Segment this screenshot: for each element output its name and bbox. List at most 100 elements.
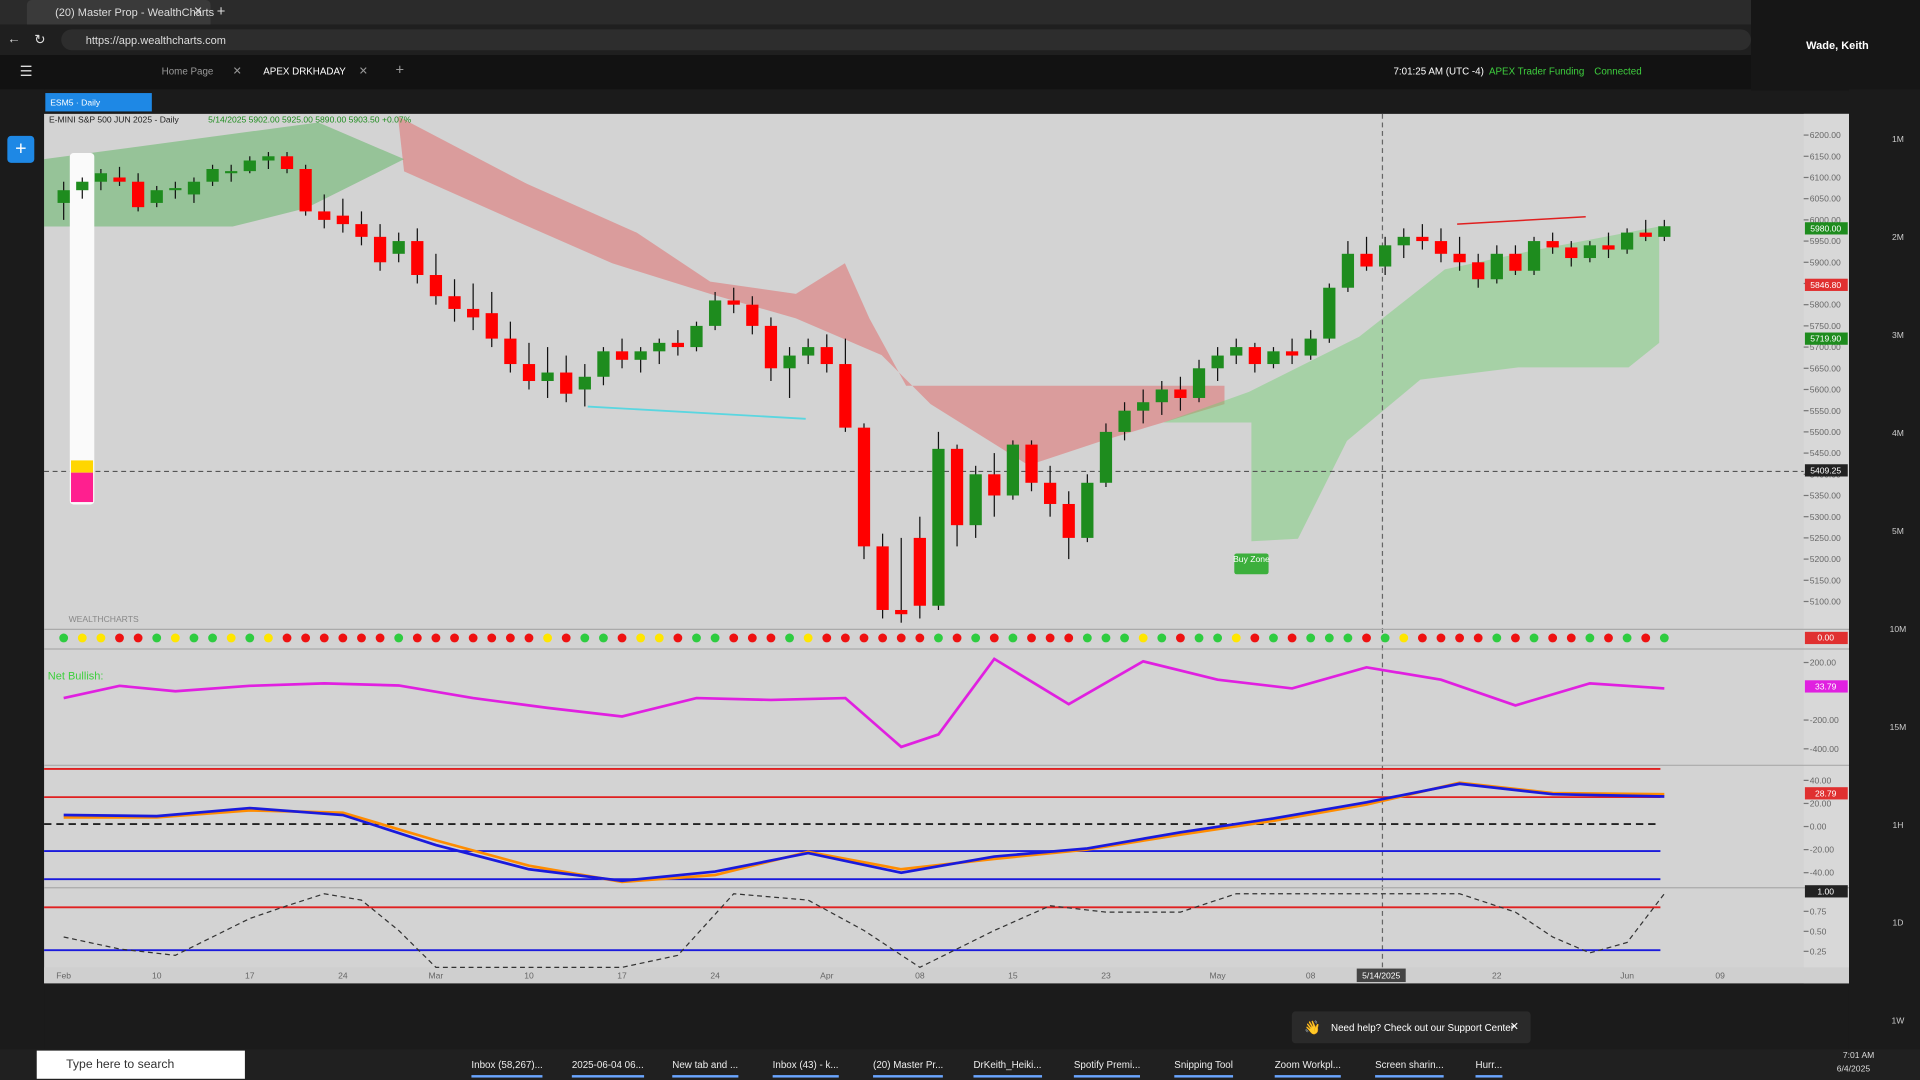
url[interactable]: https://app.wealthcharts.com bbox=[85, 34, 226, 47]
taskbar-app[interactable]: Snipping Tool bbox=[1174, 1059, 1233, 1078]
price-tag bbox=[1804, 332, 1848, 345]
indicator-title: Net Bullish: bbox=[48, 671, 104, 683]
taskbar-app[interactable]: New tab and ... bbox=[672, 1059, 739, 1078]
signal-dot bbox=[59, 633, 69, 643]
search-box[interactable] bbox=[36, 1050, 245, 1079]
signal-dot bbox=[505, 633, 515, 643]
candle-body bbox=[839, 364, 852, 428]
crosshair-date-box bbox=[1356, 968, 1406, 983]
tab-close[interactable]: ✕ bbox=[232, 64, 242, 78]
signal-dot bbox=[599, 633, 608, 643]
timeframe[interactable]: 5M bbox=[1892, 526, 1904, 536]
y-tick-label: 0.75 bbox=[1810, 906, 1827, 916]
taskbar-app[interactable]: (20) Master Pr... bbox=[873, 1059, 944, 1078]
taskbar-app[interactable]: Zoom Workpl... bbox=[1274, 1059, 1341, 1078]
signal-dot bbox=[208, 633, 217, 643]
x-tick-label: May bbox=[1210, 970, 1227, 980]
legend-ohlc: 5/14/2025 5902.00 5925.00 5890.00 5903.5… bbox=[208, 114, 411, 124]
price-tag-label: 1.00 bbox=[1817, 886, 1834, 896]
signal-dot bbox=[729, 633, 739, 643]
signal-dot bbox=[431, 633, 441, 643]
price-tag bbox=[1804, 787, 1848, 800]
taskbar-app[interactable]: Screen sharin... bbox=[1375, 1059, 1444, 1078]
price-tag-label: 5980.00 bbox=[1810, 223, 1841, 233]
y-tick-label: 5350.00 bbox=[1810, 491, 1841, 501]
symbol[interactable]: ESM5 · Daily bbox=[50, 97, 101, 107]
timeframe[interactable]: 1H bbox=[1892, 820, 1903, 830]
candle-body bbox=[1285, 351, 1299, 356]
timeframe[interactable]: 1W bbox=[1892, 1016, 1906, 1026]
signal-tag: 0.00 bbox=[1817, 632, 1834, 642]
wave-icon: 👋 bbox=[1304, 1021, 1321, 1036]
signal-dot bbox=[450, 633, 459, 643]
candle-body bbox=[671, 342, 685, 348]
tab-title[interactable]: (20) Master Prop - WealthCharts bbox=[55, 6, 215, 19]
y-tick-label: 5900.00 bbox=[1810, 257, 1841, 267]
account[interactable]: APEX Trader Funding bbox=[1488, 66, 1585, 78]
url-field[interactable] bbox=[61, 29, 1752, 51]
candle-body bbox=[950, 448, 964, 526]
timeframe[interactable]: 1D bbox=[1892, 918, 1903, 928]
signal-dot bbox=[896, 633, 906, 643]
signal-dot bbox=[1659, 633, 1669, 643]
active-tab[interactable] bbox=[26, 0, 211, 25]
tab-close[interactable]: ✕ bbox=[358, 64, 369, 78]
candle-body bbox=[355, 224, 368, 237]
signal-dot bbox=[1585, 633, 1595, 643]
candle-body bbox=[1006, 444, 1020, 496]
signal-dot bbox=[1213, 633, 1223, 643]
signal-dot bbox=[971, 633, 981, 643]
timeframe[interactable]: 3M bbox=[1892, 330, 1904, 340]
taskbar-app[interactable]: Hurr... bbox=[1475, 1059, 1503, 1078]
signal-dot bbox=[115, 633, 124, 643]
candle-body bbox=[467, 308, 480, 318]
menu-button[interactable]: ☰ bbox=[19, 62, 33, 80]
signal-dot bbox=[264, 633, 273, 643]
add-tab[interactable]: + bbox=[395, 61, 405, 79]
y-tick-label: 20.00 bbox=[1810, 799, 1832, 809]
timeframe[interactable]: 10M bbox=[1890, 624, 1907, 634]
signal-dot bbox=[1548, 633, 1558, 643]
taskbar-app[interactable]: DrKeith_Heiki... bbox=[973, 1059, 1042, 1078]
timeframe[interactable]: 1M bbox=[1892, 134, 1904, 144]
toast-close[interactable]: ✕ bbox=[1509, 1020, 1520, 1033]
signal-dot bbox=[803, 633, 813, 643]
signal-dot bbox=[1343, 633, 1353, 643]
color-swatch[interactable] bbox=[71, 460, 94, 473]
candle-body bbox=[1379, 245, 1392, 267]
buy-zone-box bbox=[1234, 553, 1269, 575]
back-button[interactable]: ← bbox=[7, 31, 21, 47]
signal-dot bbox=[96, 633, 106, 643]
user-name[interactable]: Wade, Keith bbox=[1806, 39, 1869, 52]
candle-body bbox=[969, 474, 982, 526]
color-swatch[interactable] bbox=[71, 472, 94, 503]
support-text[interactable]: Need help? Check out our Support Center bbox=[1331, 1022, 1515, 1034]
signal-dot bbox=[1436, 633, 1446, 643]
workspace-tab[interactable]: APEX DRKHADAY bbox=[263, 66, 346, 78]
candle-body bbox=[262, 156, 275, 161]
symbol-badge[interactable] bbox=[45, 93, 152, 112]
search-placeholder[interactable]: Type here to search bbox=[66, 1057, 175, 1072]
signal-dot bbox=[1641, 633, 1651, 643]
taskbar-app[interactable]: Spotify Premi... bbox=[1073, 1059, 1141, 1078]
new-tab[interactable]: + bbox=[216, 2, 226, 20]
workspace-tab[interactable]: Home Page bbox=[161, 66, 214, 78]
candle-body bbox=[634, 351, 647, 360]
timeframe[interactable]: 15M bbox=[1890, 722, 1907, 732]
support-toast[interactable]: 👋 Need help? Check out our Support Cente… bbox=[1291, 1011, 1531, 1044]
timeframe[interactable]: 2M bbox=[1892, 232, 1904, 242]
signal-dot bbox=[915, 633, 925, 643]
chart-background bbox=[44, 113, 1849, 984]
taskbar-app[interactable]: Inbox (43) - k... bbox=[772, 1059, 839, 1078]
price-axis bbox=[1803, 113, 1849, 984]
taskbar-app[interactable]: 2025-06-04 06... bbox=[571, 1059, 644, 1078]
add-button[interactable]: + bbox=[7, 135, 35, 163]
price-tag-label: 33.79 bbox=[1815, 681, 1837, 691]
candle-body bbox=[1472, 262, 1485, 280]
timeframe[interactable]: 4M bbox=[1892, 428, 1904, 438]
reload-button[interactable]: ↻ bbox=[34, 33, 46, 48]
candle-body bbox=[504, 338, 517, 365]
taskbar-app[interactable]: Inbox (58,267)... bbox=[471, 1059, 543, 1078]
tab-close[interactable]: ✕ bbox=[193, 4, 203, 18]
